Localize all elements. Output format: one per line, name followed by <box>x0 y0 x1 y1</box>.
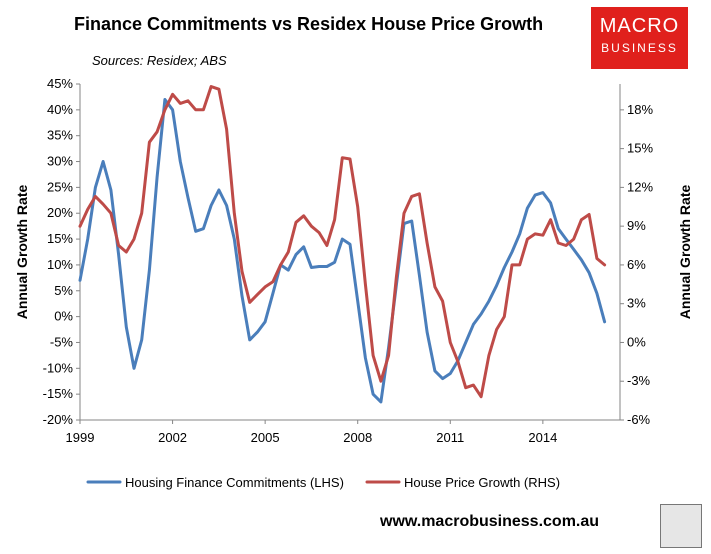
y-left-axis-title: Annual Growth Rate <box>14 185 30 320</box>
y-left-tick-label: -10% <box>43 360 74 375</box>
y-left-tick-label: 30% <box>47 154 73 169</box>
y-left-tick-label: 35% <box>47 128 73 143</box>
y-right-tick-label: 6% <box>627 257 646 272</box>
logo-line-1: MACRO <box>599 15 680 37</box>
x-tick-label: 2014 <box>528 430 557 445</box>
macrobusiness-logo: MACRO BUSINESS <box>591 7 688 69</box>
y-right-axis-title: Annual Growth Rate <box>677 185 693 320</box>
series-line-house-price <box>78 85 607 399</box>
x-tick-label: 1999 <box>66 430 95 445</box>
series-line-housing-finance <box>78 98 607 404</box>
website-url[interactable]: www.macrobusiness.com.au <box>380 513 600 530</box>
y-left-tick-label: -5% <box>50 334 74 349</box>
y-left-tick-label: 0% <box>54 309 73 324</box>
y-right-tick-label: 3% <box>627 296 646 311</box>
y-left-tick-label: -15% <box>43 386 74 401</box>
chart-subtitle: Sources: Residex; ABS <box>92 53 227 68</box>
logo-line-2: BUSINESS <box>601 41 678 55</box>
x-tick-label: 2005 <box>251 430 280 445</box>
chart-title: Finance Commitments vs Residex House Pri… <box>74 14 544 34</box>
y-left-tick-label: 40% <box>47 102 73 117</box>
y-right-tick-label: 12% <box>627 179 653 194</box>
y-right-tick-label: 15% <box>627 141 653 156</box>
y-left-tick-label: 45% <box>47 76 73 91</box>
x-tick-label: 2008 <box>343 430 372 445</box>
wolf-logo-icon <box>660 504 702 548</box>
y-left-tick-label: 20% <box>47 205 73 220</box>
legend-label-housing-finance: Housing Finance Commitments (LHS) <box>125 475 344 490</box>
y-left-tick-label: 25% <box>47 179 73 194</box>
y-left-tick-label: -20% <box>43 412 74 427</box>
legend-label-house-price: House Price Growth (RHS) <box>404 475 560 490</box>
y-right-tick-label: 18% <box>627 102 653 117</box>
x-tick-label: 2011 <box>436 430 464 445</box>
x-tick-label: 2002 <box>158 430 187 445</box>
y-right-tick-label: -3% <box>627 373 651 388</box>
y-left-tick-label: 10% <box>47 257 73 272</box>
y-right-tick-label: 0% <box>627 334 646 349</box>
y-right-tick-label: -6% <box>627 412 651 427</box>
y-left-tick-label: 15% <box>47 231 73 246</box>
y-left-tick-label: 5% <box>54 283 73 298</box>
y-right-tick-label: 9% <box>627 218 646 233</box>
